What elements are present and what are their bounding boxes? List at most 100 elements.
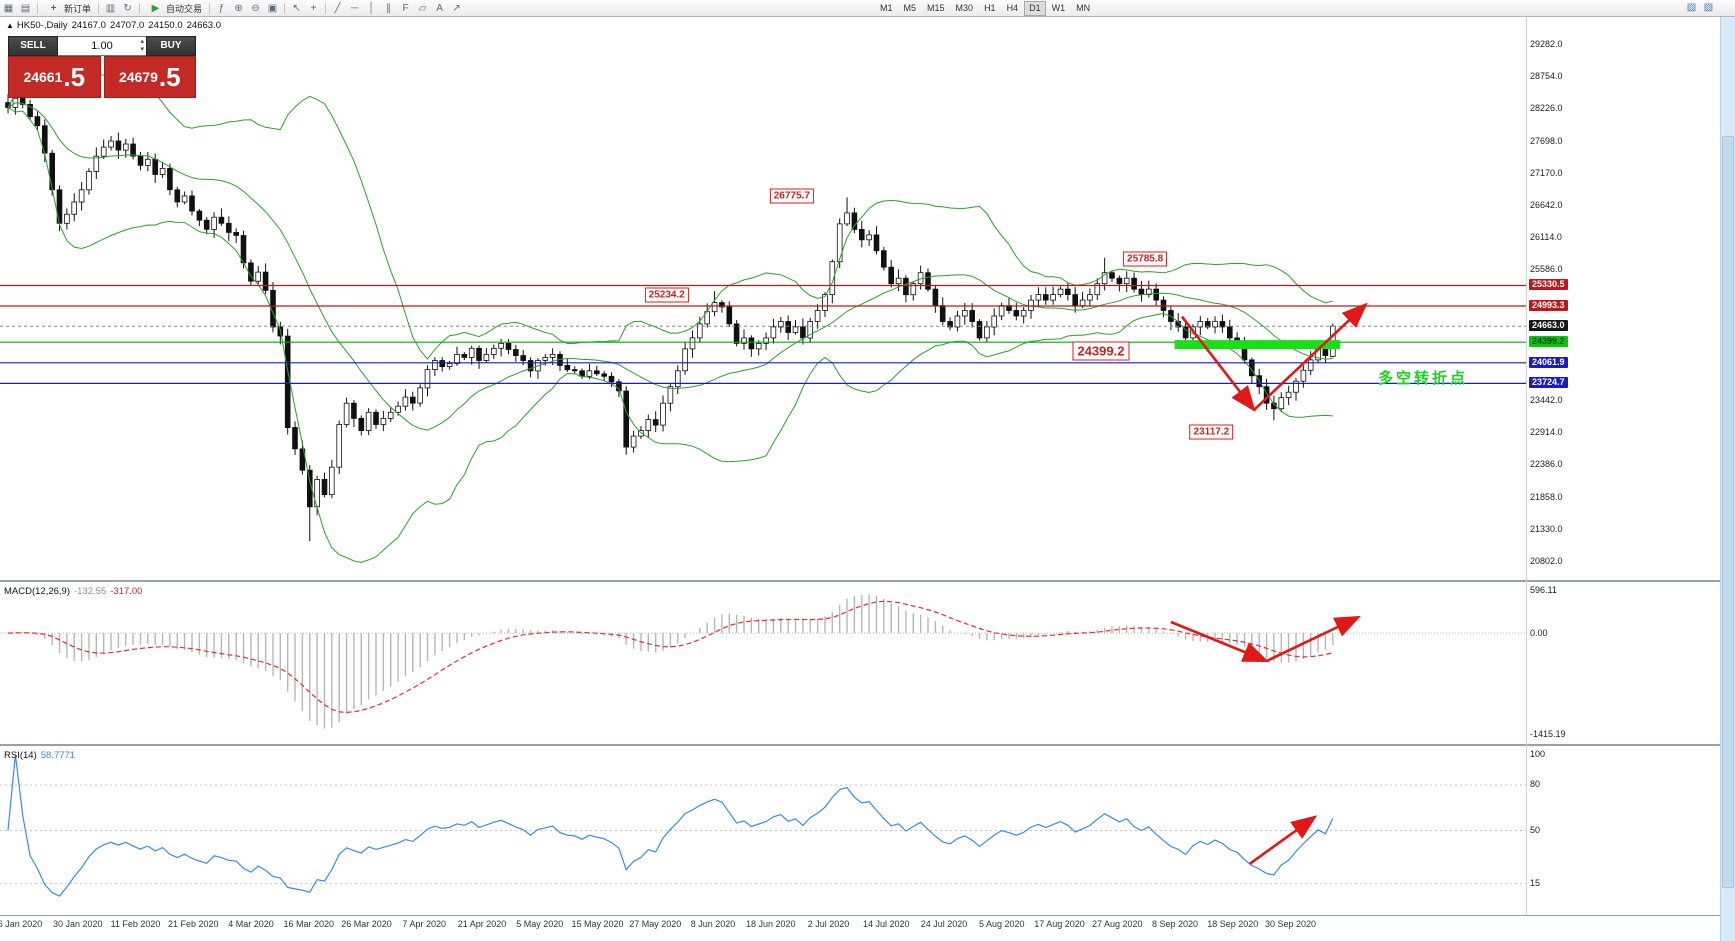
candle-body — [800, 326, 806, 339]
shapes-icon[interactable]: ▱ — [418, 2, 427, 14]
timeframe-w1[interactable]: W1 — [1051, 3, 1066, 13]
vertical-scrollbar[interactable] — [1720, 16, 1735, 941]
toolbar-separator — [209, 2, 211, 14]
volume-input[interactable]: 1.00 ▴ ▾ — [58, 36, 146, 56]
candle-body — [1227, 326, 1233, 339]
candle-body — [461, 353, 468, 358]
candle-body — [1322, 348, 1329, 356]
sell-price[interactable]: 24661 .5 — [8, 56, 101, 98]
macd-signal-line — [7, 600, 1333, 714]
candle-body — [1285, 391, 1292, 399]
bollinger-upper-line — [7, 54, 1333, 360]
candle-body — [962, 310, 968, 317]
ohlc-low: 24150.0 — [148, 20, 183, 31]
candle-body — [424, 369, 431, 389]
new-chart-icon[interactable]: ▦ — [3, 2, 14, 14]
support-zone-bar[interactable] — [1174, 340, 1341, 350]
sell-button[interactable]: SELL — [8, 36, 58, 56]
candle-body — [1182, 326, 1189, 339]
timeframe-m5[interactable]: M5 — [903, 3, 917, 13]
candle-body — [1087, 294, 1093, 301]
candle-body — [49, 152, 55, 191]
scrollbar-thumb[interactable] — [1722, 136, 1734, 888]
candle-body — [417, 387, 423, 404]
rsi-label: RSI(14) 58.7771 — [4, 750, 75, 761]
ohlc-close: 24663.0 — [186, 20, 221, 31]
arrows-tool-icon[interactable]: ↗ — [452, 2, 461, 14]
zoom-out-icon[interactable]: ⊖ — [251, 2, 260, 14]
candle-body — [748, 337, 755, 350]
candle-body — [123, 143, 129, 151]
new-order-button[interactable]: + 新订单 — [41, 1, 95, 15]
text-tool-icon[interactable]: A — [436, 2, 443, 14]
one-click-trading-panel: SELL 1.00 ▴ ▾ BUY 24661 .5 24679 .5 — [8, 36, 196, 98]
candle-body — [1219, 321, 1226, 328]
fibonacci-icon[interactable]: F — [402, 2, 409, 14]
layout-icon[interactable]: ▧ — [1686, 2, 1697, 13]
candle-body — [351, 402, 357, 419]
timeframe-d1[interactable]: D1 — [1024, 1, 1046, 16]
candle-body — [984, 326, 990, 339]
candle-body — [814, 310, 821, 322]
candle-body — [873, 234, 880, 252]
timeframe-mn[interactable]: MN — [1076, 3, 1091, 13]
candle-body — [932, 288, 939, 307]
timeframe-m30[interactable]: M30 — [955, 3, 974, 13]
candle-body — [829, 261, 836, 296]
chart-mode-icon[interactable]: ▥ — [105, 2, 116, 14]
timeframe-h1[interactable]: H1 — [984, 3, 996, 13]
timeframe-m1[interactable]: M1 — [880, 3, 893, 13]
candle-body — [299, 448, 306, 471]
candle-body — [432, 360, 438, 371]
vertical-line-icon[interactable]: │ — [368, 2, 375, 14]
timeframe-h4[interactable]: H4 — [1006, 3, 1019, 13]
properties-icon[interactable]: ▨ — [1703, 2, 1714, 13]
candle-body — [645, 419, 652, 432]
toolbar-separator — [284, 2, 286, 14]
timeframe-m15[interactable]: M15 — [927, 3, 945, 13]
candle-body — [454, 353, 460, 364]
refresh-icon[interactable]: ↻ — [123, 2, 132, 14]
candle-body — [505, 342, 512, 350]
candle-body — [564, 364, 571, 371]
channel-icon[interactable]: ∥ — [386, 2, 392, 14]
ohlc-high: 24707.0 — [109, 20, 145, 31]
candle-body — [976, 321, 983, 339]
chart-profiles-icon[interactable]: ▤ — [20, 2, 31, 14]
candle-body — [851, 212, 858, 230]
panel-divider[interactable] — [0, 744, 1721, 746]
candle-body — [689, 337, 696, 350]
spinner-down-icon[interactable]: ▾ — [140, 46, 144, 53]
rsi-value: 58.7771 — [40, 750, 76, 761]
candle-body — [498, 342, 504, 349]
buy-button[interactable]: BUY — [146, 36, 196, 56]
buy-price[interactable]: 24679 .5 — [103, 56, 196, 98]
candle-body — [991, 315, 997, 328]
cursor-icon[interactable]: ↖ — [292, 2, 301, 14]
spinner-up-icon[interactable]: ▴ — [140, 38, 144, 45]
horizontal-line-icon[interactable]: ─ — [350, 2, 359, 14]
zoom-in-icon[interactable]: ⊕ — [234, 2, 243, 14]
candle-body — [336, 424, 342, 468]
trendline-icon[interactable]: ╱ — [334, 2, 341, 14]
candle-body — [763, 337, 769, 344]
macd-name: MACD(12,26,9) — [4, 586, 70, 597]
auto-trading-button[interactable]: ▶ 自动交易 — [143, 1, 206, 15]
candle-body — [792, 326, 799, 333]
axis-line — [0, 915, 1721, 916]
tile-windows-icon[interactable]: ▣ — [267, 2, 278, 14]
candle-body — [1072, 294, 1079, 307]
candle-body — [682, 348, 688, 372]
panel-divider[interactable] — [0, 580, 1721, 582]
crosshair-icon[interactable]: + — [310, 2, 317, 14]
candle-body — [225, 222, 232, 233]
volume-spinner[interactable]: ▴ ▾ — [140, 38, 144, 54]
candle-body — [594, 370, 600, 375]
candle-body — [167, 167, 173, 191]
indicators-icon[interactable]: ƒ — [218, 2, 225, 14]
candle-body — [1300, 369, 1307, 382]
candle-body — [174, 189, 181, 203]
sell-price-big-digit: .5 — [63, 61, 86, 92]
candle-body — [71, 201, 78, 215]
